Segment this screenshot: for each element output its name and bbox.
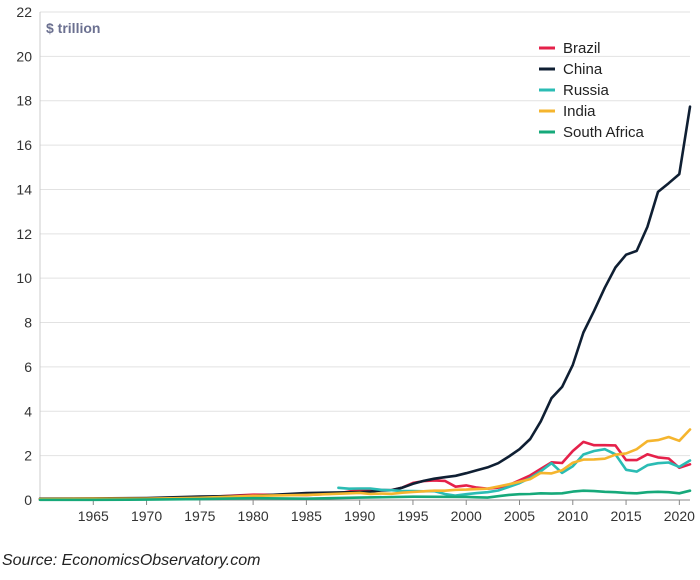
y-tick-label: 8 (24, 315, 32, 331)
x-tick-label: 2010 (557, 508, 588, 524)
y-tick-label: 4 (24, 403, 32, 419)
series-line-russia (337, 447, 692, 497)
y-tick-label: 16 (16, 137, 32, 153)
series-lines (38, 105, 692, 502)
y-tick-label: 22 (16, 4, 32, 20)
gridlines (39, 11, 690, 501)
x-tick-label: 2020 (664, 508, 695, 524)
y-tick-label: 6 (24, 359, 32, 375)
legend-label: Brazil (563, 40, 601, 57)
y-tick-label: 18 (16, 93, 32, 109)
y-tick-label: 14 (16, 181, 32, 197)
series-line-india (38, 428, 692, 501)
x-tick-label: 1990 (344, 508, 375, 524)
y-tick-label: 20 (16, 48, 32, 64)
x-tick-label: 2015 (610, 508, 641, 524)
y-tick-label: 0 (24, 492, 32, 508)
source-note: Source: EconomicsObservatory.com (2, 552, 261, 569)
x-tick-label: 2005 (504, 508, 535, 524)
line-chart: 0 2 4 6 8 10 12 14 16 18 20 22 1965 1970 1975 1980 1985… (16, 4, 695, 524)
y-tick-label: 12 (16, 226, 32, 242)
legend-label: India (563, 103, 596, 120)
x-tick-label: 2000 (451, 508, 482, 524)
y-tick-label: 10 (16, 270, 32, 286)
y-tick-label: 2 (24, 448, 32, 464)
x-tick-label: 1980 (238, 508, 269, 524)
x-tick-label: 1985 (291, 508, 322, 524)
x-tick-label: 1965 (78, 508, 109, 524)
series-line-china (38, 105, 692, 500)
legend-label: Russia (563, 82, 610, 99)
x-tick-label: 1995 (397, 508, 428, 524)
x-tick-label: 1970 (131, 508, 162, 524)
series-line-south-africa (38, 489, 692, 502)
unit-label: $ trillion (46, 20, 100, 36)
y-axis-ticks: 0 2 4 6 8 10 12 14 16 18 20 22 (16, 4, 32, 508)
legend-label: South Africa (563, 124, 645, 141)
x-axis-ticks: 1965 1970 1975 1980 1985 1990 1995 2000 2005 2010… (78, 500, 695, 524)
legend-label: China (563, 61, 603, 78)
legend: Brazil China Russia India South Africa (539, 40, 645, 141)
x-tick-label: 1975 (184, 508, 215, 524)
